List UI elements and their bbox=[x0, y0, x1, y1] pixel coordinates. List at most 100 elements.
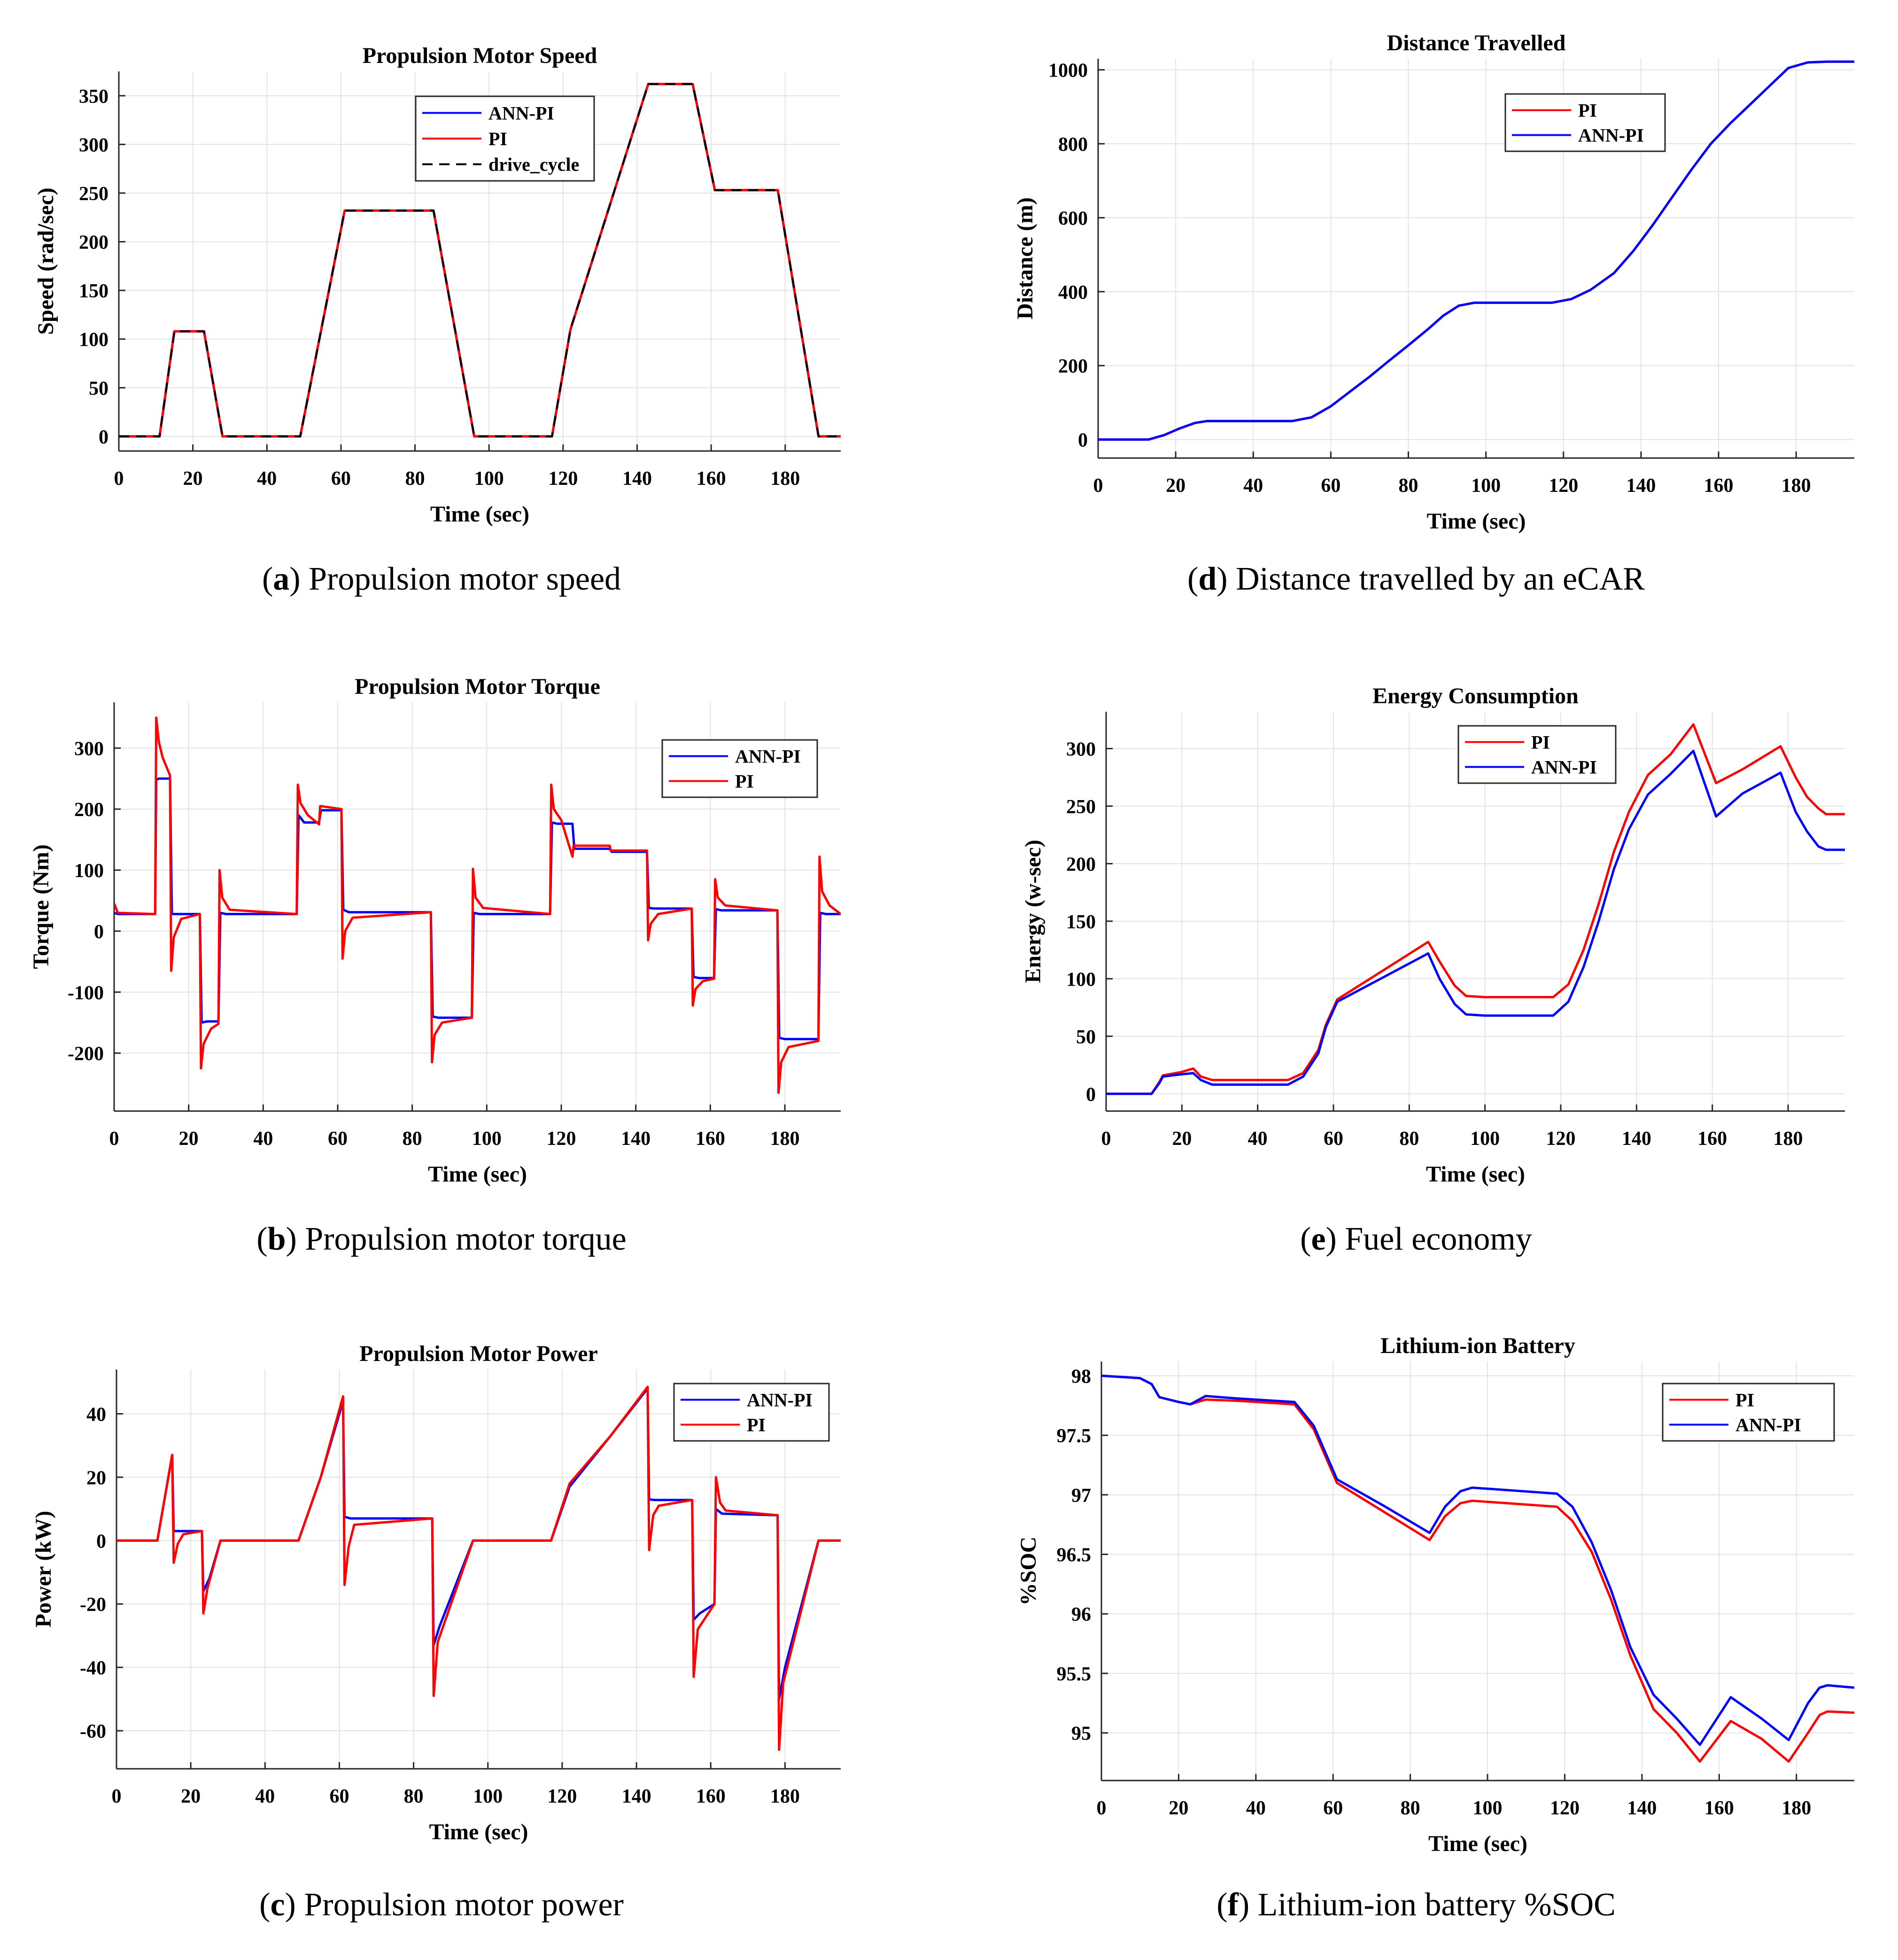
y-tick-label: 1000 bbox=[1048, 60, 1088, 82]
x-tick-label: 40 bbox=[1246, 1797, 1266, 1819]
y-tick-label: 150 bbox=[1066, 911, 1096, 933]
y-tick-label: -40 bbox=[80, 1657, 106, 1679]
x-tick-label: 120 bbox=[1550, 1797, 1580, 1819]
y-tick-label: 0 bbox=[1078, 430, 1088, 451]
chart-title: Lithium-ion Battery bbox=[1380, 1333, 1575, 1358]
legend-box bbox=[1457, 725, 1617, 784]
series-line-drive-cycle bbox=[119, 83, 841, 437]
legend-entry: PI bbox=[1735, 1390, 1754, 1411]
x-tick-label: 160 bbox=[696, 1786, 726, 1807]
y-tick-label: 95.5 bbox=[1057, 1664, 1092, 1685]
chart-f: 0 20 40 60 80 100 120 140 160 180 95 95.5 96 96.5 97 97… bbox=[1016, 1333, 1854, 1923]
x-axis-label: Time (sec) bbox=[430, 502, 529, 527]
series-line-ann-pi bbox=[1101, 1374, 1854, 1746]
x-axis-label: Time (sec) bbox=[1426, 509, 1526, 534]
chart-d: 0 20 40 60 80 100 120 140 160 180 0 200 400 600 800 100… bbox=[1013, 31, 1854, 597]
x-axis-label: Time (sec) bbox=[428, 1162, 527, 1187]
x-tick-label: 180 bbox=[1782, 1797, 1811, 1819]
x-tick-label: 140 bbox=[1622, 1128, 1651, 1150]
legend-box bbox=[661, 739, 818, 798]
x-tick-label: 180 bbox=[770, 468, 800, 490]
x-tick-label: 100 bbox=[472, 1128, 502, 1150]
legend-entry: drive_cycle bbox=[488, 154, 579, 175]
y-tick-label: 150 bbox=[79, 280, 108, 302]
panel-caption: (e) Fuel economy bbox=[1300, 1221, 1532, 1257]
series-line-ann-pi bbox=[1106, 749, 1845, 1095]
x-tick-label: 40 bbox=[257, 468, 277, 490]
y-tick-label: 98 bbox=[1071, 1366, 1091, 1387]
series-line-pi bbox=[1106, 723, 1845, 1095]
x-tick-label: 20 bbox=[181, 1786, 201, 1807]
y-tick-label: 200 bbox=[79, 232, 108, 254]
x-tick-label: 180 bbox=[1774, 1128, 1803, 1150]
x-tick-label: 60 bbox=[329, 1786, 349, 1807]
x-axis-label: Time (sec) bbox=[1428, 1831, 1527, 1856]
x-tick-label: 160 bbox=[697, 468, 726, 490]
x-tick-label: 40 bbox=[255, 1786, 275, 1807]
y-tick-label: 50 bbox=[89, 378, 108, 399]
x-tick-label: 20 bbox=[183, 468, 203, 490]
legend-entry: ANN-PI bbox=[488, 102, 554, 124]
y-tick-label: 250 bbox=[79, 183, 108, 205]
x-tick-label: 0 bbox=[114, 468, 124, 490]
x-tick-label: 120 bbox=[1546, 1128, 1576, 1150]
legend: ANN-PI PI bbox=[673, 1383, 830, 1442]
y-axis-label: Torque (Nm) bbox=[29, 844, 54, 969]
legend-entry: PI bbox=[747, 1415, 766, 1436]
x-tick-label: 80 bbox=[405, 468, 425, 490]
x-tick-label: 0 bbox=[1097, 1797, 1107, 1819]
x-tick-label: 60 bbox=[1323, 1797, 1343, 1819]
y-axis-label: Speed (rad/sec) bbox=[33, 187, 58, 334]
y-axis-label: Distance (m) bbox=[1013, 197, 1038, 319]
x-tick-label: 80 bbox=[403, 1128, 422, 1150]
chart-title: Propulsion Motor Power bbox=[359, 1341, 598, 1366]
x-tick-label: 20 bbox=[1172, 1128, 1192, 1150]
x-tick-label: 120 bbox=[548, 468, 578, 490]
chart-title: Distance Travelled bbox=[1387, 31, 1566, 55]
panel-caption: (f) Lithium-ion battery %SOC bbox=[1216, 1887, 1616, 1923]
panel-caption: (c) Propulsion motor power bbox=[259, 1887, 624, 1923]
chart-title: Propulsion Motor Torque bbox=[355, 674, 600, 699]
chart-a: 0 20 40 60 80 100 120 140 160 180 0 50 100 150 200 250 3… bbox=[33, 43, 841, 597]
y-tick-label: 600 bbox=[1058, 208, 1088, 229]
series-line-pi bbox=[114, 716, 841, 1094]
y-tick-label: 300 bbox=[74, 738, 104, 760]
y-axis-label: Energy (w-sec) bbox=[1021, 840, 1046, 983]
chart-title: Energy Consumption bbox=[1372, 684, 1579, 708]
x-tick-label: 180 bbox=[770, 1786, 800, 1807]
chart-e: 0 20 40 60 80 100 120 140 160 180 0 50 100 150 200 250 3… bbox=[1021, 684, 1845, 1257]
y-tick-label: 97 bbox=[1071, 1485, 1091, 1507]
legend-entry: ANN-PI bbox=[1531, 757, 1597, 778]
y-tick-label: -200 bbox=[68, 1043, 104, 1065]
y-tick-label: 96 bbox=[1071, 1604, 1091, 1626]
x-tick-label: 100 bbox=[1473, 1797, 1503, 1819]
legend-entry: ANN-PI bbox=[1735, 1415, 1801, 1436]
legend: ANN-PI PI drive_cycle bbox=[415, 95, 595, 182]
y-tick-label: 0 bbox=[1086, 1084, 1096, 1105]
y-tick-label: 0 bbox=[99, 427, 108, 448]
legend-box bbox=[673, 1383, 830, 1442]
series-line-ann-pi bbox=[1098, 60, 1854, 441]
plot-area bbox=[1098, 59, 1854, 458]
x-tick-label: 60 bbox=[1324, 1128, 1343, 1150]
y-tick-label: 100 bbox=[74, 860, 104, 882]
x-tick-label: 100 bbox=[1470, 1128, 1500, 1150]
panel-caption: (a) Propulsion motor speed bbox=[262, 561, 621, 597]
legend-box bbox=[1504, 93, 1666, 152]
y-tick-label: 800 bbox=[1058, 134, 1088, 156]
legend: PI ANN-PI bbox=[1457, 725, 1617, 784]
y-tick-label: 200 bbox=[1058, 356, 1088, 377]
x-tick-label: 120 bbox=[547, 1786, 577, 1807]
x-tick-label: 40 bbox=[253, 1128, 273, 1150]
x-tick-label: 0 bbox=[112, 1786, 122, 1807]
legend: ANN-PI PI bbox=[661, 739, 818, 798]
y-tick-label: -60 bbox=[80, 1721, 106, 1742]
y-tick-label: 200 bbox=[74, 799, 104, 821]
x-tick-label: 140 bbox=[1626, 475, 1656, 497]
x-tick-label: 80 bbox=[1401, 1797, 1420, 1819]
x-tick-label: 20 bbox=[1169, 1797, 1188, 1819]
x-tick-label: 60 bbox=[1321, 475, 1340, 497]
y-tick-label: 96.5 bbox=[1057, 1545, 1092, 1566]
x-tick-label: 180 bbox=[770, 1128, 800, 1150]
